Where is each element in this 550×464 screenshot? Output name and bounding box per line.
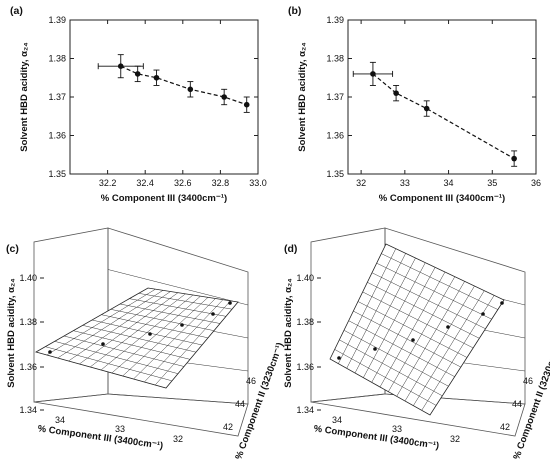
y-tick-label: 1.35 [48,169,66,179]
y-tick-label: 1.38 [326,54,344,64]
data-point [423,105,430,112]
data-point [211,312,215,316]
data-point [180,323,184,327]
z-tick-label: 1.40 [19,273,37,283]
x-axis-label: % Component III (3400cm⁻¹) [101,193,227,204]
data-point [500,301,504,305]
y-axis-label: Solvent HBD acidity, α₂₄ [19,42,30,152]
z-tick-label: 1.34 [19,405,37,415]
y-tick-label: 1.39 [48,15,66,25]
x-axis-label: % Component III (3400cm⁻¹) [37,423,164,451]
y-tick-label: 42 [500,422,510,432]
data-point [393,90,399,96]
x-tick-label: 32.2 [99,178,117,188]
data-point [187,86,194,93]
z-tick-label: 1.40 [296,273,314,283]
surface-gridline [381,253,498,310]
y-tick-label: 46 [523,376,533,386]
y-tick-label: 1.36 [326,131,344,141]
x-tick-label: 32.6 [174,178,192,188]
x-tick-label: 33 [400,178,410,188]
plot-frame [69,19,259,175]
panel-b: 1.35 1.36 1.37 1.38 1.39 32 33 34 35 36 (b) % Compo… [288,5,541,204]
z-axis-label: Solvent HBD acidity, α₂₄ [6,278,17,388]
z-tick-label: 1.36 [296,362,314,372]
x-tick-label: 34 [444,178,454,188]
x-tick-label: 33 [392,424,402,434]
x-tick-label: 33 [115,424,125,434]
data-point [148,332,152,336]
z-tick-label: 1.34 [296,405,314,415]
trend-line [120,65,247,106]
z-tick-label: 1.38 [19,317,37,327]
data-point [337,356,341,360]
floor [310,393,526,437]
x-tick-label: 32.4 [136,178,154,188]
y-tick-label: 44 [235,399,245,409]
y-tick-label: 46 [246,376,256,386]
y-tick-label: 1.37 [48,92,66,102]
x-axis-label: % Component III (3400cm⁻¹) [379,193,505,204]
panel-label: (c) [6,243,19,255]
y-tick-label: 1.36 [48,131,66,141]
z-tick-label: 1.38 [296,317,314,327]
panel-c: 1.34 1.36 1.38 1.40 34 33 32 42 44 46 (c) Solvent H… [6,227,286,461]
panel-label: (a) [10,5,23,17]
panel-label: (b) [288,5,301,17]
data-point [117,63,124,69]
x-tick-label: 32.8 [212,178,230,188]
x-tick-label: 32 [173,434,183,444]
panel-a: 1.35 1.36 1.37 1.38 1.39 32.2 32.4 32.6 32.8 33.0… [10,5,267,204]
x-tick-label: 32 [450,434,460,444]
side-wall [33,227,109,403]
z-axis-label: Solvent HBD acidity, α₂₄ [283,278,294,388]
x-tick-label: 35 [487,178,497,188]
data-point [411,338,415,342]
floor [33,393,249,437]
data-point [153,74,160,81]
surface-gridline [144,299,224,383]
data-point [134,71,141,77]
y-tick-label: 1.37 [326,92,344,102]
y-tick-label: 1.39 [326,15,344,25]
trend-line [372,73,515,160]
y-axis-label: Solvent HBD acidity, α₂₄ [297,42,308,152]
data-point [481,312,485,316]
y-tick-label: 1.35 [326,169,344,179]
data-point [446,325,450,329]
data-point [101,342,105,346]
y-tick-label: 42 [223,422,233,432]
surface-gridline [138,293,233,310]
surface-gridline [413,290,485,406]
x-axis-label: % Component III (3400cm⁻¹) [313,423,440,451]
data-point [243,101,250,108]
data-point [228,301,232,305]
data-point [48,350,52,354]
panel-d: 1.34 1.36 1.38 1.40 34 33 32 42 44 46 (d) Solvent H… [283,227,550,461]
y-tick-label: 1.38 [48,54,66,64]
wall-gridline [107,269,249,306]
x-tick-label: 34 [332,415,342,425]
x-tick-label: 36 [531,178,541,188]
fitted-surface [329,243,505,416]
data-point [511,155,517,162]
surface-gridline [154,300,231,386]
x-tick-label: 34 [55,415,65,425]
data-point [370,71,376,77]
panel-label: (d) [284,243,297,255]
data-point [221,94,227,100]
x-tick-label: 32 [356,178,366,188]
x-tick-label: 33.0 [249,178,267,188]
z-tick-label: 1.36 [19,362,37,372]
data-point [373,347,377,351]
y-tick-label: 44 [512,399,522,409]
plot-frame [347,19,537,175]
